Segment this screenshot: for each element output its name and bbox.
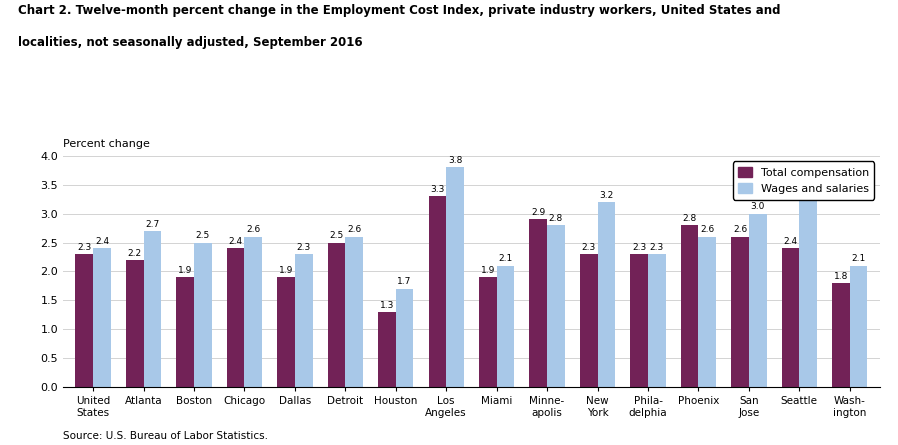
Bar (378, 312, 396, 387)
Bar (244, 237, 262, 387)
Text: 1.9: 1.9 (178, 266, 192, 275)
Text: 2.9: 2.9 (531, 208, 545, 217)
Text: 2.5: 2.5 (196, 231, 210, 240)
Text: 3.0: 3.0 (751, 202, 765, 211)
Text: 2.3: 2.3 (650, 243, 664, 252)
Bar (428, 196, 446, 387)
Text: 2.3: 2.3 (77, 243, 92, 252)
Bar (749, 214, 767, 387)
Bar (75, 254, 93, 387)
Text: 2.6: 2.6 (347, 226, 361, 235)
Text: Chart 2. Twelve-month percent change in the Employment Cost Index, private indus: Chart 2. Twelve-month percent change in … (18, 4, 780, 17)
Text: 2.8: 2.8 (549, 214, 563, 223)
Bar (832, 283, 850, 387)
Text: Percent change: Percent change (63, 139, 150, 149)
Bar (850, 266, 867, 387)
Text: 2.7: 2.7 (145, 220, 160, 229)
Bar (194, 243, 212, 387)
Bar (799, 179, 817, 387)
Text: 2.2: 2.2 (128, 249, 142, 258)
Text: 1.3: 1.3 (380, 301, 394, 310)
Text: 2.3: 2.3 (296, 243, 311, 252)
Text: 2.3: 2.3 (632, 243, 647, 252)
Text: 1.9: 1.9 (480, 266, 495, 275)
Text: 2.6: 2.6 (700, 226, 715, 235)
Bar (681, 225, 699, 387)
Bar (497, 266, 515, 387)
Bar (580, 254, 597, 387)
Text: 3.2: 3.2 (599, 191, 613, 200)
Bar (346, 237, 363, 387)
Text: 2.3: 2.3 (582, 243, 596, 252)
Text: 1.8: 1.8 (833, 272, 848, 281)
Bar (295, 254, 313, 387)
Text: 2.4: 2.4 (95, 237, 109, 246)
Text: 3.8: 3.8 (448, 156, 462, 165)
Text: Source: U.S. Bureau of Labor Statistics.: Source: U.S. Bureau of Labor Statistics. (63, 431, 268, 441)
Text: 1.9: 1.9 (279, 266, 294, 275)
Bar (176, 277, 194, 387)
Text: 2.1: 2.1 (498, 255, 513, 263)
Bar (630, 254, 648, 387)
Bar (446, 167, 464, 387)
Text: 2.6: 2.6 (246, 226, 260, 235)
Text: 2.4: 2.4 (229, 237, 242, 246)
Bar (479, 277, 497, 387)
Bar (277, 277, 295, 387)
Text: 2.6: 2.6 (733, 226, 747, 235)
Bar (126, 260, 144, 387)
Bar (781, 248, 799, 387)
Text: 3.3: 3.3 (430, 185, 445, 194)
Bar (731, 237, 749, 387)
Bar (227, 248, 244, 387)
Text: 3.6: 3.6 (801, 168, 815, 177)
Bar (93, 248, 110, 387)
Bar (144, 231, 162, 387)
Text: localities, not seasonally adjusted, September 2016: localities, not seasonally adjusted, Sep… (18, 36, 363, 49)
Bar (396, 289, 413, 387)
Bar (648, 254, 665, 387)
Bar (699, 237, 716, 387)
Bar (530, 219, 547, 387)
Text: 1.7: 1.7 (398, 278, 412, 287)
Text: 2.5: 2.5 (330, 231, 344, 240)
Legend: Total compensation, Wages and salaries: Total compensation, Wages and salaries (733, 161, 875, 199)
Text: 2.1: 2.1 (851, 255, 866, 263)
Text: 2.8: 2.8 (682, 214, 697, 223)
Bar (597, 202, 615, 387)
Text: 2.4: 2.4 (783, 237, 797, 246)
Bar (547, 225, 565, 387)
Bar (328, 243, 346, 387)
